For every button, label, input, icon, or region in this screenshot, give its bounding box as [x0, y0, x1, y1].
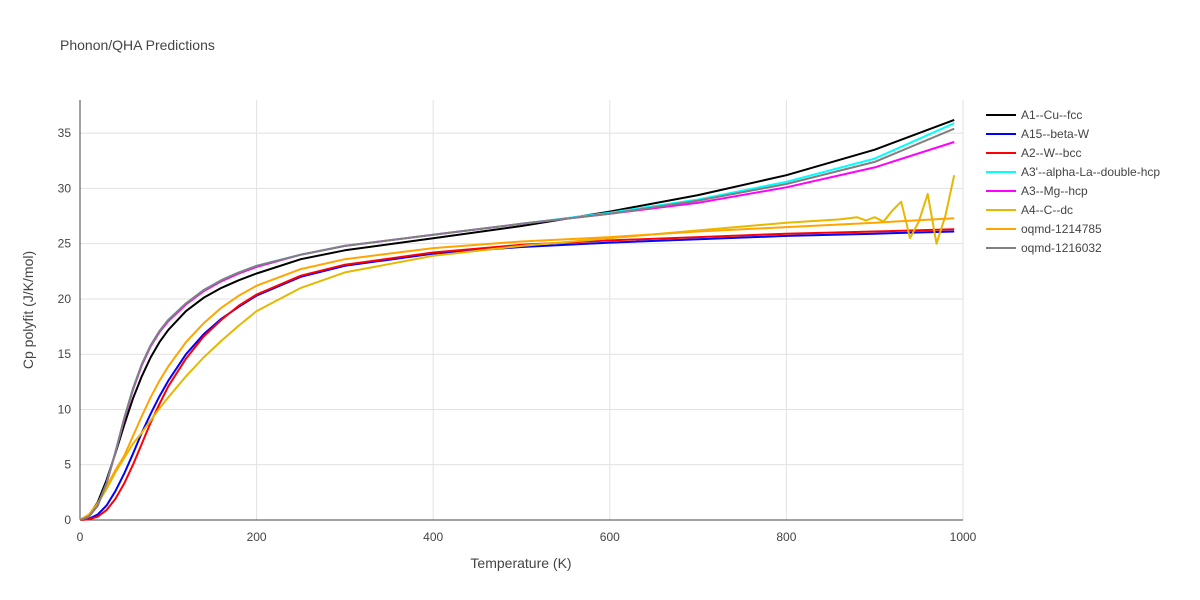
- legend: A1--Cu--fcc A15--beta-W A2--W--bcc A3'--alp…: [986, 108, 1160, 255]
- y-axis-title: Cp polyfit (J/K/mol): [20, 251, 36, 369]
- y-tick-label: 30: [58, 181, 72, 195]
- y-tick-label: 5: [64, 458, 71, 472]
- legend-label: A3'--alpha-La--double-hcp: [1021, 165, 1160, 179]
- axes: 0 200 400 600 800 1000 0 5 10 15 20 25 30 35: [58, 100, 977, 544]
- y-tick-label: 0: [64, 513, 71, 527]
- series-line-4: [79, 141, 955, 521]
- x-tick-label: 0: [77, 530, 84, 544]
- x-tick-label: 800: [776, 530, 796, 544]
- series-line-6: [79, 217, 955, 521]
- y-tick-label: 20: [58, 292, 72, 306]
- y-tick-label: 25: [58, 237, 72, 251]
- y-tick-label: 10: [58, 402, 72, 416]
- y-tick-label: 15: [58, 347, 72, 361]
- legend-label: oqmd-1214785: [1021, 222, 1102, 236]
- grid: [80, 100, 964, 520]
- series-line-5: [79, 174, 956, 521]
- x-tick-label: 1000: [950, 530, 977, 544]
- series-line-3: [79, 122, 955, 521]
- x-axis-title: Temperature (K): [470, 555, 571, 571]
- chart-title: Phonon/QHA Predictions: [60, 37, 215, 53]
- legend-label: A2--W--bcc: [1021, 146, 1081, 160]
- x-tick-label: 600: [600, 530, 620, 544]
- series-line-7: [79, 127, 955, 521]
- legend-label: oqmd-1216032: [1021, 241, 1102, 255]
- y-tick-label: 35: [58, 126, 72, 140]
- legend-label: A15--beta-W: [1021, 127, 1090, 141]
- x-tick-label: 400: [423, 530, 443, 544]
- legend-label: A3--Mg--hcp: [1021, 184, 1088, 198]
- series-line-2: [79, 228, 955, 521]
- x-tick-label: 200: [247, 530, 267, 544]
- series-line-1: [79, 230, 955, 521]
- legend-label: A4--C--dc: [1021, 203, 1073, 217]
- series-layer: [79, 118, 956, 521]
- legend-label: A1--Cu--fcc: [1021, 108, 1082, 122]
